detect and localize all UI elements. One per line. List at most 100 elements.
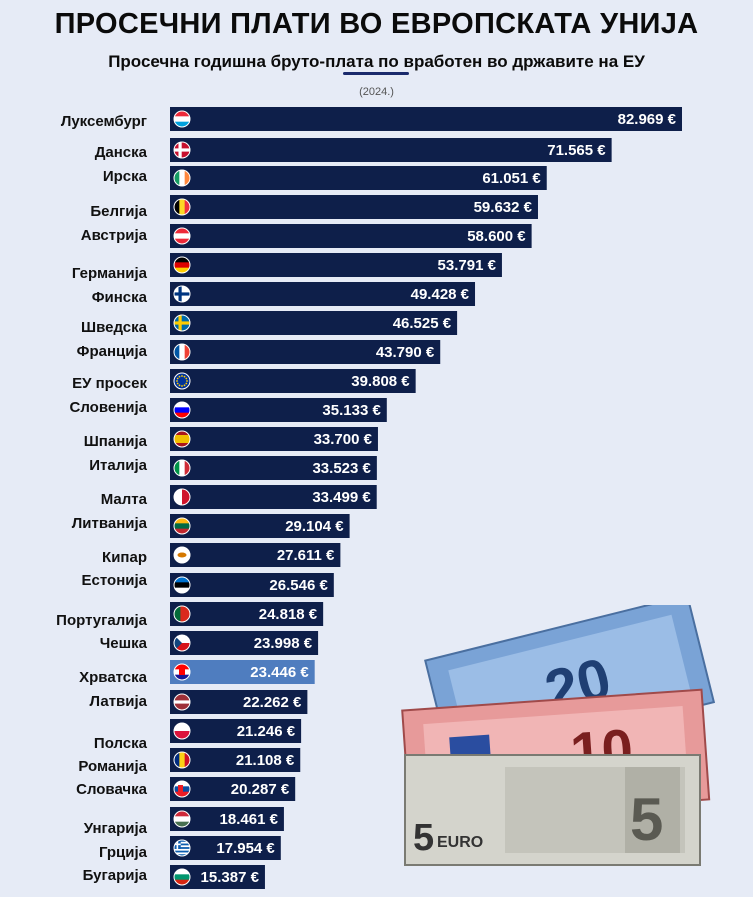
- category-label-26: Бугарија: [83, 867, 148, 884]
- belgium-flag-ring: [173, 198, 191, 216]
- lithuania-flag-ring: [173, 517, 191, 535]
- value-label-1: 71.565 €: [547, 142, 606, 159]
- category-label-15: Кипар: [102, 549, 147, 566]
- eu-flag-ring: [173, 372, 191, 390]
- value-label-8: 43.790 €: [376, 344, 435, 361]
- latvia-flag-ring: [173, 693, 191, 711]
- category-label-21: Полска: [94, 735, 148, 752]
- value-label-13: 33.499 €: [312, 489, 371, 506]
- category-label-0: Луксембург: [61, 113, 147, 130]
- category-label-14: Литванија: [72, 515, 148, 532]
- category-label-25: Грција: [99, 844, 148, 861]
- bar-4: [170, 224, 532, 248]
- bar-6: [170, 282, 476, 306]
- portugal-flag: [173, 605, 191, 623]
- poland-flag-ring: [173, 722, 191, 740]
- value-label-10: 35.133 €: [322, 402, 381, 419]
- category-label-1: Данска: [95, 144, 148, 161]
- category-label-3: Белгија: [90, 203, 147, 220]
- value-label-23: 20.287 €: [231, 781, 290, 798]
- bar-0: [170, 107, 682, 131]
- value-label-19: 23.446 €: [250, 664, 309, 681]
- portugal-flag-ring: [173, 605, 191, 623]
- bar-22: [170, 748, 301, 772]
- romania-flag: [173, 751, 191, 769]
- value-label-6: 49.428 €: [411, 286, 470, 303]
- value-label-7: 46.525 €: [393, 315, 452, 332]
- bar-18: [170, 631, 319, 655]
- cyprus-flag-ring: [173, 546, 191, 564]
- finland-flag: [173, 285, 191, 303]
- czechia-flag-ring: [173, 634, 191, 652]
- croatia-flag: [173, 663, 191, 681]
- austria-flag-ring: [173, 227, 191, 245]
- category-label-7: Шведска: [81, 319, 148, 336]
- category-label-19: Хрватска: [79, 669, 148, 686]
- bulgaria-flag-ring: [173, 868, 191, 886]
- value-label-11: 33.700 €: [314, 431, 373, 448]
- note-5-label: 5: [413, 817, 434, 859]
- chart-title: ПРОСЕЧНИ ПЛАТИ ВО ЕВРОПСКАТА УНИЈА: [54, 8, 699, 40]
- bar-23: [170, 777, 296, 801]
- value-label-25: 17.954 €: [216, 840, 275, 857]
- value-label-21: 21.246 €: [237, 723, 296, 740]
- germany-flag: [173, 256, 191, 274]
- slovakia-flag-ring: [173, 780, 191, 798]
- lithuania-flag: [173, 517, 191, 535]
- spain-flag: [173, 430, 191, 448]
- romania-flag-ring: [173, 751, 191, 769]
- slovenia-flag-ring: [173, 401, 191, 419]
- value-label-14: 29.104 €: [285, 518, 344, 535]
- france-flag: [173, 343, 191, 361]
- value-label-4: 58.600 €: [467, 228, 526, 245]
- value-label-0: 82.969 €: [618, 111, 677, 128]
- bar-12: [170, 456, 377, 480]
- value-label-2: 61.051 €: [482, 170, 541, 187]
- poland-flag: [173, 722, 191, 740]
- value-label-26: 15.387 €: [201, 869, 260, 886]
- category-label-8: Франција: [77, 343, 148, 360]
- bar-9: [170, 369, 416, 393]
- value-label-5: 53.791 €: [438, 257, 497, 274]
- czechia-flag: [173, 634, 191, 652]
- category-label-2: Ирска: [103, 168, 148, 185]
- value-label-3: 59.632 €: [474, 199, 533, 216]
- ireland-flag: [173, 169, 191, 187]
- bar-19: [170, 660, 315, 684]
- bar-13: [170, 485, 377, 509]
- germany-flag-ring: [173, 256, 191, 274]
- malta-flag-ring: [173, 488, 191, 506]
- value-label-17: 24.818 €: [259, 606, 318, 623]
- spain-flag-ring: [173, 430, 191, 448]
- latvia-flag: [173, 693, 191, 711]
- bar-15: [170, 543, 341, 567]
- eu-flag: [173, 372, 191, 390]
- bar-16: [170, 573, 334, 597]
- estonia-flag-ring: [173, 576, 191, 594]
- bar-14: [170, 514, 350, 538]
- category-label-4: Австрија: [81, 227, 148, 244]
- subtitle-underline: [343, 72, 409, 75]
- bar-17: [170, 602, 324, 626]
- bar-2: [170, 166, 547, 190]
- category-label-5: Германија: [72, 265, 148, 282]
- value-label-20: 22.262 €: [243, 694, 302, 711]
- malta-flag: [173, 488, 191, 506]
- greece-flag-ring: [173, 839, 191, 857]
- category-label-16: Естонија: [82, 572, 148, 589]
- value-label-22: 21.108 €: [236, 752, 295, 769]
- value-label-24: 18.461 €: [220, 811, 279, 828]
- hungary-flag-ring: [173, 810, 191, 828]
- estonia-flag: [173, 576, 191, 594]
- denmark-flag-ring: [173, 141, 191, 159]
- value-label-15: 27.611 €: [277, 547, 335, 564]
- ireland-flag-ring: [173, 169, 191, 187]
- belgium-flag: [173, 198, 191, 216]
- category-label-20: Латвија: [89, 693, 147, 710]
- bar-20: [170, 690, 308, 714]
- bar-7: [170, 311, 458, 335]
- value-label-18: 23.998 €: [254, 635, 313, 652]
- category-label-10: Словенија: [70, 399, 148, 416]
- euro-banknotes-illustration: 20 10 5 EURO 5: [401, 605, 715, 866]
- category-label-13: Малта: [101, 491, 148, 508]
